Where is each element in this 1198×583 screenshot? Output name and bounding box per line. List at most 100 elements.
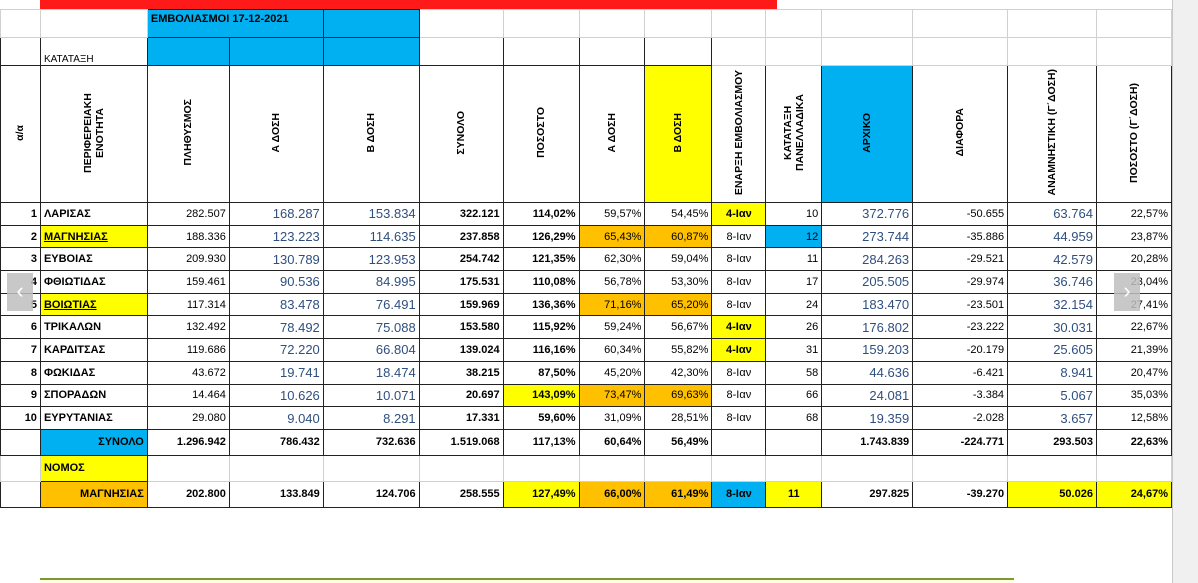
total-cell: 22,63% [1095, 428, 1172, 456]
table-row: 5 ΒΟΙΩΤΙΑΣ 117.314 83.478 76.491 159.969 136,3… [0, 292, 1172, 317]
column-header-label: α/α [14, 124, 27, 141]
total-cell [711, 428, 767, 456]
column-header-label: ΠΕΡΙΦΕΡΕΙΑΚΗ ΕΝΟΤΗΤΑ [81, 92, 106, 173]
table-cell: 10 [765, 202, 823, 226]
table-cell: 9 [0, 383, 41, 408]
table-cell: 123.953 [322, 247, 420, 272]
table-cell: ΦΘΙΩΤΙΔΑΣ [39, 270, 148, 294]
table-cell: ΦΩΚΙΔΑΣ [39, 360, 148, 385]
table-cell: 130.789 [228, 247, 324, 272]
table-cell: 1 [0, 202, 41, 226]
prev-arrow-icon[interactable]: ‹ [7, 273, 33, 311]
bottom-highlight-bar [40, 578, 1014, 583]
table-cell: 209.930 [146, 247, 230, 272]
total-cell [765, 428, 823, 456]
table-cell: -2.028 [912, 406, 1009, 430]
table-cell: -29.974 [912, 270, 1009, 294]
total-cell: -224.771 [912, 428, 1009, 456]
rank-row: ΚΑΤΑΤΑΞΗ [0, 37, 1172, 66]
table-cell: 115,92% [502, 315, 580, 340]
total-cell: 56,49% [644, 428, 713, 456]
table-cell: 30.031 [1007, 315, 1097, 340]
sheet-title: ΕΜΒΟΛΙΑΣΜΟΙ 17-12-2021 [146, 9, 324, 38]
table-cell: 73,47% [578, 383, 646, 408]
nomos-cell: 133.849 [228, 480, 324, 508]
table-cell: 76.491 [322, 292, 420, 317]
table-cell: ΣΠΟΡΑΔΩΝ [39, 383, 148, 408]
spreadsheet-view: ΕΜΒΟΛΙΑΣΜΟΙ 17-12-2021 ΚΑΤΑΤΑΞΗ α/α ΠΕΡΙΦ… [0, 0, 1172, 583]
table-cell: 143,09% [502, 383, 580, 408]
empty-cell [711, 454, 767, 482]
total-cell: 1.519.068 [418, 428, 504, 456]
table-cell: 8 [0, 360, 41, 385]
table-cell: 84.995 [322, 270, 420, 294]
nomos-cell: 50.026 [1007, 480, 1097, 508]
table-cell: 110,08% [502, 270, 580, 294]
table-cell: 372.776 [821, 202, 914, 226]
next-arrow-icon[interactable]: › [1114, 273, 1140, 311]
empty-cell [644, 454, 713, 482]
table-cell: 59,24% [578, 315, 646, 340]
table-cell: 284.263 [821, 247, 914, 272]
column-header: ΣΥΝΟΛΟ [418, 65, 504, 203]
table-cell: 6 [0, 315, 41, 340]
table-cell: 159.969 [418, 292, 504, 317]
table-cell: 42,30% [644, 360, 713, 385]
table-cell: 139.024 [418, 338, 504, 362]
table-cell: 59,04% [644, 247, 713, 272]
table-cell: 63.764 [1007, 202, 1097, 226]
table-cell: 29.080 [146, 406, 230, 430]
table-cell: 159.203 [821, 338, 914, 362]
table-cell: 36.746 [1007, 270, 1097, 294]
table-cell: 322.121 [418, 202, 504, 226]
table-cell: 10 [0, 406, 41, 430]
table-cell: 53,30% [644, 270, 713, 294]
vertical-scrollbar[interactable] [1172, 0, 1198, 583]
table-cell: 17.331 [418, 406, 504, 430]
empty-cell [228, 454, 324, 482]
table-cell: 20,28% [1095, 247, 1172, 272]
column-header: ΠΕΡΙΦΕΡΕΙΑΚΗ ΕΝΟΤΗΤΑ [39, 65, 148, 203]
table-cell: 42.579 [1007, 247, 1097, 272]
table-cell: 114.635 [322, 224, 420, 249]
table-row: 9 ΣΠΟΡΑΔΩΝ 14.464 10.626 10.071 20.697 143,09%… [0, 383, 1172, 408]
table-cell: 188.336 [146, 224, 230, 249]
table-cell: 26 [765, 315, 823, 340]
empty-cell [912, 454, 1009, 482]
column-header-label: Β ΔΟΣΗ [365, 112, 378, 153]
table-cell: 183.470 [821, 292, 914, 317]
column-header: ΠΟΣΟΣΤΟ (Γ΄ΔΟΣΗ) [1095, 65, 1172, 203]
table-cell: 17 [765, 270, 823, 294]
total-cell: 1.743.839 [821, 428, 914, 456]
table-cell: 121,35% [502, 247, 580, 272]
empty-cell [0, 454, 41, 482]
nomos-cell: 8-Ιαν [711, 480, 767, 508]
empty-cell [1095, 454, 1172, 482]
table-cell: 12 [765, 224, 823, 249]
empty-cell [0, 480, 41, 508]
total-cell: 117,13% [502, 428, 580, 456]
vaccination-table: ΕΜΒΟΛΙΑΣΜΟΙ 17-12-2021 ΚΑΤΑΤΑΞΗ α/α ΠΕΡΙΦ… [0, 9, 1172, 508]
table-cell: 19.741 [228, 360, 324, 385]
table-cell: 24 [765, 292, 823, 317]
table-cell: -6.421 [912, 360, 1009, 385]
table-cell: 10.626 [228, 383, 324, 408]
column-header-label: ΚΑΤΑΤΑΞΗ ΠΑΝΕΛΛΑΔΙΚΑ [781, 94, 806, 171]
title-row: ΕΜΒΟΛΙΑΣΜΟΙ 17-12-2021 [0, 9, 1172, 38]
column-header-label: ΑΡΧΙΚΟ [861, 112, 874, 153]
table-cell: 28,51% [644, 406, 713, 430]
total-row: ΣΥΝΟΛΟ 1.296.942 786.432 732.636 1.519.068 11… [0, 428, 1172, 456]
table-cell: 22,57% [1095, 202, 1172, 226]
table-row: 8 ΦΩΚΙΔΑΣ 43.672 19.741 18.474 38.215 87,50% 45… [0, 360, 1172, 385]
table-cell: 11 [765, 247, 823, 272]
table-cell: 18.474 [322, 360, 420, 385]
table-cell: 60,34% [578, 338, 646, 362]
column-header-row: α/α ΠΕΡΙΦΕΡΕΙΑΚΗ ΕΝΟΤΗΤΑ ΠΛΗΘΥΣΜΟΣ Α ΔΟΣΗ Β … [0, 65, 1172, 203]
table-cell: 175.531 [418, 270, 504, 294]
table-cell: 132.492 [146, 315, 230, 340]
column-header-label: Α ΔΟΣΗ [606, 112, 618, 153]
table-cell: -23.222 [912, 315, 1009, 340]
table-cell: 176.802 [821, 315, 914, 340]
table-cell: 65,43% [578, 224, 646, 249]
table-cell: ΜΑΓΝΗΣΙΑΣ [39, 224, 148, 249]
